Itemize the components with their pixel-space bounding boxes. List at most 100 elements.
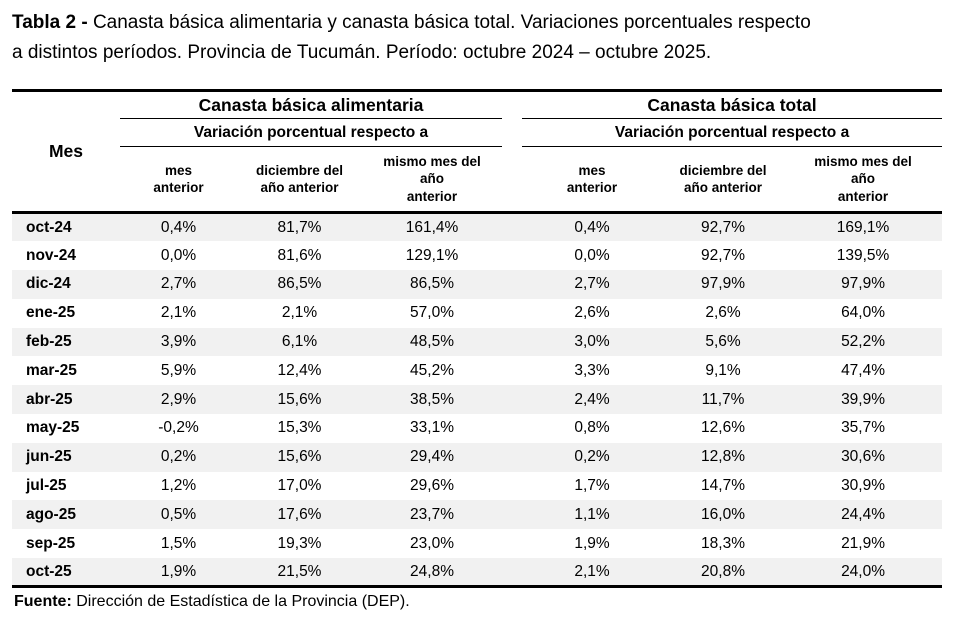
source-label: Fuente: [14,593,72,611]
cba-value-cell: 33,1% [410,419,454,437]
title-prefix: Tabla 2 - [12,12,88,33]
table-row: oct-25 1,9% 21,5% 24,8% 2,1% 20,8% 24,0% [12,558,943,587]
month-cell: mar-25 [26,361,77,379]
col-header-cba-mes-anterior: mes anterior [120,146,237,214]
cbt-value-cell: 30,6% [784,442,943,472]
cbt-value-cell: 14,7% [701,477,745,495]
cbt-value-cell: 11,7% [662,385,785,415]
cbt-value-cell: 169,1% [784,212,943,242]
cba-value-cell: 86,5% [237,270,362,299]
cba-value-cell: 29,4% [362,442,503,472]
cbt-value-cell: 9,1% [705,361,741,379]
table-body: oct-24 0,4% 81,7% 161,4% 0,4% 92,7% 169,1% nov-… [12,212,943,587]
cbt-value-cell: 16,0% [662,500,785,530]
column-gap [502,327,523,357]
table-row: may-25 -0,2% 15,3% 33,1% 0,8% 12,6% 35,7% [12,414,942,443]
cbt-value-cell: 35,7% [841,419,886,437]
cba-value-cell: 2,9% [120,385,237,415]
column-gap [502,270,523,299]
month-cell: nov-24 [26,246,76,264]
cbt-value-cell: 2,6% [705,304,741,322]
canasta-table: Mes Canasta básica alimentaria Canasta b… [12,89,943,589]
source-text: Dirección de Estadística de la Provincia… [71,593,410,611]
cba-value-cell: 1,9% [120,558,237,587]
cbt-value-cell: 0,0% [574,246,610,264]
cbt-value-cell: 1,7% [574,477,610,495]
cba-value-cell: 48,5% [362,327,503,357]
cba-value-cell: 2,1% [160,304,197,322]
col-header-cbt-mismo-mes: mismo mes del año anterior [784,146,943,214]
cba-value-cell: 29,6% [410,477,454,495]
table-row: ago-25 0,5% 17,6% 23,7% 1,1% 16,0% 24,4% [12,500,943,530]
month-cell: sep-25 [26,534,76,552]
cba-value-cell: 1,2% [160,477,197,495]
cbt-value-cell: 47,4% [841,361,886,379]
table-title: Tabla 2 - Canasta básica alimentaria y c… [12,8,961,68]
cba-value-cell: -0,2% [158,419,199,437]
group-header-cba: Canasta básica alimentaria [120,90,503,119]
cbt-value-cell: 24,0% [784,558,943,587]
cba-value-cell: 0,5% [120,500,237,530]
table-row: ene-25 2,1% 2,1% 57,0% 2,6% 2,6% 64,0% [12,299,942,328]
title-line-1: Tabla 2 - Canasta básica alimentaria y c… [12,8,961,38]
cba-value-cell: 0,2% [120,442,237,472]
month-cell: ago-25 [12,500,120,530]
month-cell: ene-25 [26,304,76,322]
group-header-cbt: Canasta básica total [522,90,943,119]
cba-value-cell: 23,0% [410,534,454,552]
table-row: feb-25 3,9% 6,1% 48,5% 3,0% 5,6% 52,2% [12,327,943,357]
subgroup-header-cba: Variación porcentual respecto a [120,118,503,147]
col-header-cbt-mes-anterior: mes anterior [522,146,663,214]
month-cell: jun-25 [12,442,120,472]
cba-value-cell: 5,9% [160,361,197,379]
cbt-value-cell: 52,2% [784,327,943,357]
cba-value-cell: 38,5% [362,385,503,415]
cbt-value-cell: 21,9% [841,534,886,552]
col-header-cba-mismo-mes: mismo mes del año anterior [362,146,503,214]
cbt-value-cell: 0,2% [522,442,663,472]
column-gap [502,241,522,270]
column-gap [502,385,523,415]
month-cell: jul-25 [26,477,67,495]
cba-value-cell: 15,6% [237,442,362,472]
cbt-value-cell: 1,1% [522,500,663,530]
subgroup-header-cbt: Variación porcentual respecto a [522,118,943,147]
cba-value-cell: 17,0% [277,477,322,495]
cbt-value-cell: 3,3% [574,361,610,379]
col-header-cba-diciembre: diciembre del año anterior [237,146,362,214]
cbt-value-cell: 5,6% [662,327,785,357]
cbt-value-cell: 30,9% [841,477,886,495]
cba-value-cell: 6,1% [237,327,362,357]
column-gap [502,146,523,214]
table-header: Mes Canasta básica alimentaria Canasta b… [12,90,943,214]
mes-column-header: Mes [12,90,120,214]
subgroup-header-row: Variación porcentual respecto a Variació… [12,118,943,147]
cbt-value-cell: 1,9% [574,534,610,552]
cbt-value-cell: 2,7% [522,270,663,299]
title-line-2: a distintos períodos. Provincia de Tucum… [12,42,712,63]
cbt-value-cell: 2,1% [522,558,663,587]
col-header-cbt-diciembre: diciembre del año anterior [662,146,785,214]
cbt-value-cell: 12,6% [701,419,745,437]
cba-value-cell: 2,7% [120,270,237,299]
cba-value-cell: 23,7% [362,500,503,530]
source-note: Fuente: Dirección de Estadística de la P… [12,588,961,611]
column-gap [502,529,522,558]
cbt-value-cell: 2,4% [522,385,663,415]
table-row: mar-25 5,9% 12,4% 45,2% 3,3% 9,1% 47,4% [12,356,942,385]
cba-value-cell: 21,5% [237,558,362,587]
column-header-row: mes anterior diciembre del año anterior … [12,146,943,214]
table-row: abr-25 2,9% 15,6% 38,5% 2,4% 11,7% 39,9% [12,385,943,415]
column-gap [502,91,522,147]
cba-value-cell: 81,7% [237,212,362,242]
column-gap [502,500,523,530]
table-row: jul-25 1,2% 17,0% 29,6% 1,7% 14,7% 30,9% [12,472,942,501]
cbt-value-cell: 97,9% [662,270,785,299]
table-row: nov-24 0,0% 81,6% 129,1% 0,0% 92,7% 139,5% [12,241,942,270]
cbt-value-cell: 12,8% [662,442,785,472]
group-header-row: Mes Canasta básica alimentaria Canasta b… [12,90,943,214]
column-gap [502,442,523,472]
cba-value-cell: 2,1% [281,304,318,322]
cbt-value-cell: 64,0% [841,304,886,322]
column-gap [502,356,522,385]
